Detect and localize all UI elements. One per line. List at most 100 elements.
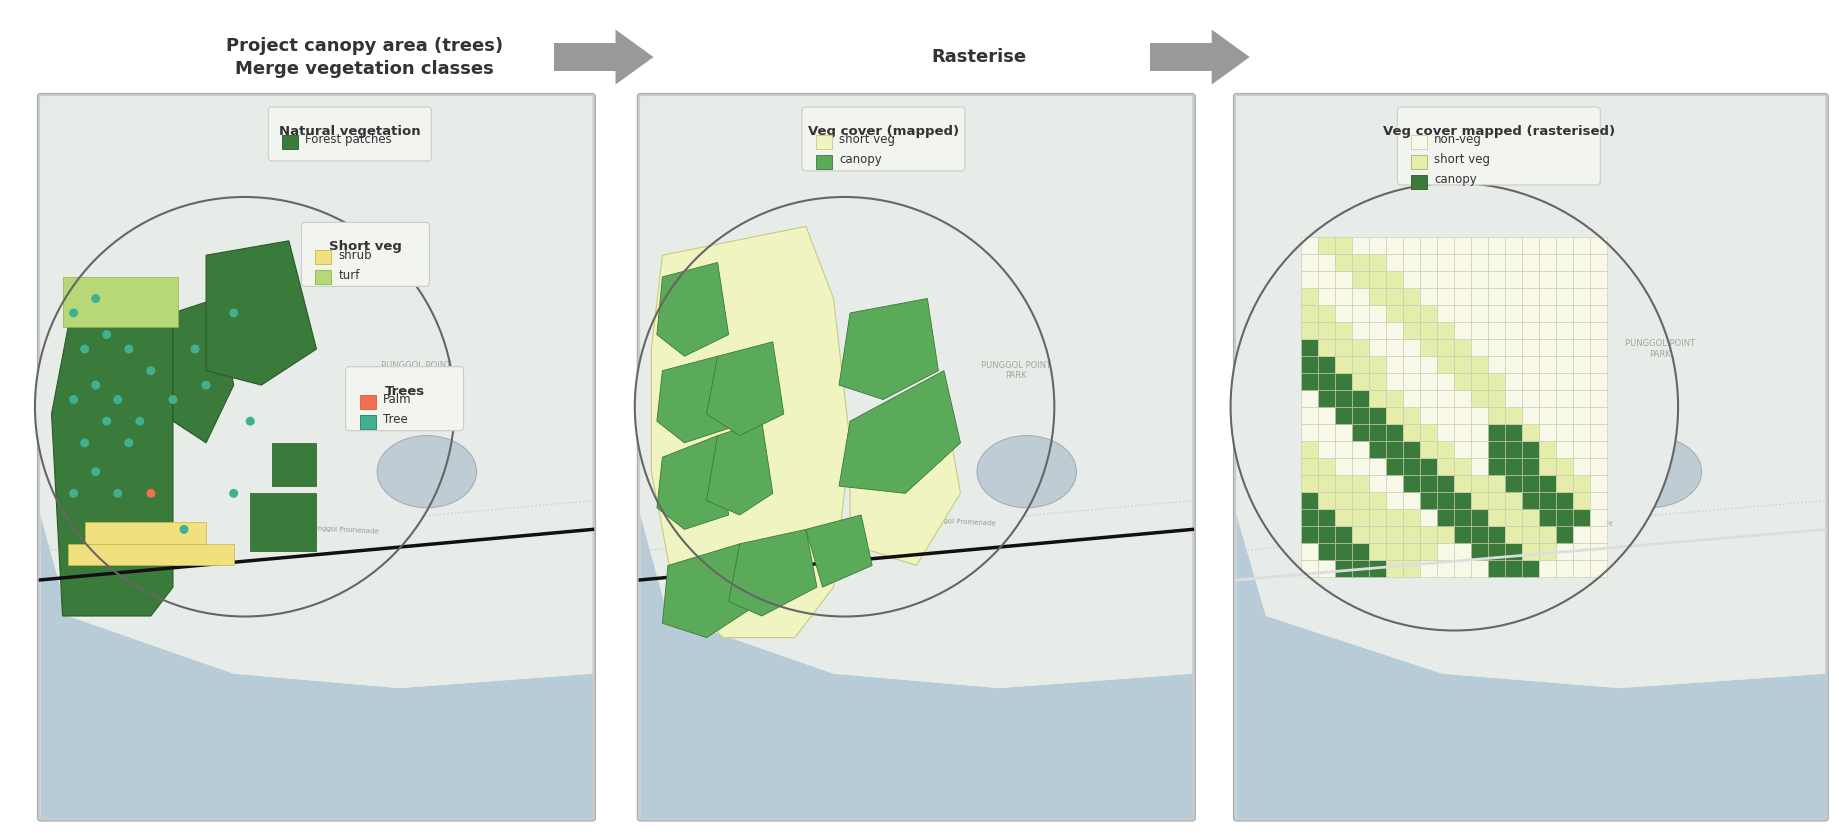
Bar: [1521, 508, 1539, 526]
Circle shape: [125, 438, 132, 447]
Bar: [359, 414, 375, 429]
Bar: [1539, 424, 1556, 440]
Bar: [1385, 356, 1403, 373]
Bar: [1572, 253, 1589, 271]
FancyBboxPatch shape: [37, 93, 596, 821]
Polygon shape: [839, 299, 938, 399]
Text: Punggol Promenade: Punggol Promenade: [1543, 518, 1613, 527]
Bar: [1403, 271, 1420, 288]
Bar: [1521, 543, 1539, 560]
Bar: [1385, 440, 1403, 458]
Bar: [1572, 508, 1589, 526]
Bar: [1436, 373, 1453, 390]
Bar: [1385, 305, 1403, 321]
Bar: [1420, 440, 1436, 458]
Polygon shape: [706, 421, 772, 515]
Bar: [1556, 475, 1572, 492]
FancyBboxPatch shape: [346, 367, 463, 430]
FancyBboxPatch shape: [1232, 93, 1828, 821]
Bar: [1471, 543, 1488, 560]
Bar: [1488, 271, 1504, 288]
Bar: [1317, 237, 1335, 253]
Polygon shape: [1236, 96, 1824, 688]
Bar: [1521, 390, 1539, 407]
Bar: [1403, 321, 1420, 339]
Bar: [1149, 43, 1212, 71]
Bar: [1504, 288, 1521, 305]
Bar: [1352, 237, 1368, 253]
Bar: [1411, 155, 1427, 169]
Bar: [1436, 288, 1453, 305]
Bar: [1521, 560, 1539, 576]
Circle shape: [103, 417, 110, 425]
Bar: [1335, 339, 1352, 356]
Bar: [1300, 305, 1317, 321]
Bar: [1436, 508, 1453, 526]
Bar: [1504, 440, 1521, 458]
Bar: [1352, 321, 1368, 339]
Bar: [1504, 390, 1521, 407]
Bar: [1420, 305, 1436, 321]
Bar: [1335, 560, 1352, 576]
Bar: [1572, 321, 1589, 339]
Bar: [1436, 271, 1453, 288]
Bar: [1411, 175, 1427, 189]
Bar: [1488, 440, 1504, 458]
Bar: [1403, 543, 1420, 560]
Bar: [1539, 373, 1556, 390]
Bar: [1436, 253, 1453, 271]
Bar: [1589, 390, 1607, 407]
Bar: [1539, 526, 1556, 543]
Bar: [1504, 424, 1521, 440]
Bar: [1488, 543, 1504, 560]
Bar: [314, 250, 331, 264]
Bar: [1335, 253, 1352, 271]
Bar: [1352, 492, 1368, 508]
Bar: [1556, 526, 1572, 543]
Bar: [1521, 321, 1539, 339]
Circle shape: [230, 309, 237, 317]
FancyBboxPatch shape: [802, 107, 964, 171]
Bar: [1300, 339, 1317, 356]
Bar: [1556, 458, 1572, 475]
Text: Project canopy area (trees): Project canopy area (trees): [226, 37, 502, 55]
Bar: [815, 135, 831, 149]
Bar: [314, 270, 331, 284]
Bar: [1521, 253, 1539, 271]
Bar: [1335, 475, 1352, 492]
Text: non-veg: non-veg: [1434, 133, 1482, 147]
Bar: [1335, 440, 1352, 458]
Bar: [1403, 458, 1420, 475]
Text: canopy: canopy: [839, 154, 881, 166]
Bar: [1436, 526, 1453, 543]
Polygon shape: [1212, 29, 1249, 85]
Bar: [1300, 543, 1317, 560]
Text: Tree: Tree: [383, 413, 406, 426]
Bar: [1335, 321, 1352, 339]
Bar: [1539, 339, 1556, 356]
Polygon shape: [206, 241, 316, 385]
Bar: [1453, 526, 1471, 543]
Text: Rasterise: Rasterise: [931, 48, 1026, 66]
Bar: [1385, 458, 1403, 475]
Bar: [1436, 356, 1453, 373]
Bar: [1556, 407, 1572, 424]
Bar: [1385, 373, 1403, 390]
Bar: [1488, 475, 1504, 492]
Bar: [1420, 492, 1436, 508]
Bar: [1403, 356, 1420, 373]
Bar: [1471, 475, 1488, 492]
Bar: [1385, 288, 1403, 305]
Bar: [1521, 356, 1539, 373]
Text: Natural vegetation: Natural vegetation: [280, 125, 421, 138]
Bar: [1556, 253, 1572, 271]
Bar: [1589, 526, 1607, 543]
Bar: [1589, 508, 1607, 526]
Bar: [1403, 560, 1420, 576]
Bar: [1589, 458, 1607, 475]
Bar: [1317, 356, 1335, 373]
Bar: [1317, 305, 1335, 321]
Bar: [1572, 390, 1589, 407]
Bar: [1300, 237, 1317, 253]
Bar: [1488, 458, 1504, 475]
